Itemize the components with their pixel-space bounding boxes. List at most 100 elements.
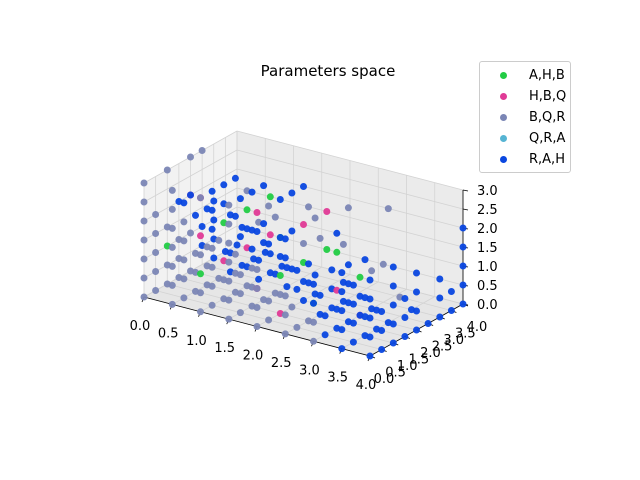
- point-r-a-h: [288, 227, 296, 235]
- point-b-q-r: [152, 249, 160, 256]
- point-r-a-h: [233, 241, 241, 249]
- point-r-a-h: [459, 224, 467, 232]
- point-r-a-h: [436, 294, 444, 302]
- point-h-b-q: [253, 209, 261, 216]
- point-r-a-h: [349, 300, 357, 308]
- point-b-q-r: [215, 236, 223, 244]
- point-r-a-h: [187, 191, 194, 199]
- point-r-a-h: [266, 250, 274, 258]
- point-a-h-b: [323, 246, 331, 253]
- grid-line: [236, 244, 464, 305]
- point-r-a-h: [389, 320, 397, 328]
- point-b-q-r: [140, 274, 148, 282]
- point-r-a-h: [401, 295, 409, 302]
- point-b-q-r: [197, 308, 204, 316]
- z-tick-label: 1.5: [477, 241, 498, 256]
- chart-title: Parameters space: [260, 62, 396, 80]
- point-r-a-h: [253, 228, 261, 235]
- point-r-a-h: [210, 254, 218, 262]
- z-tick-label: 1.0: [477, 260, 498, 275]
- point-r-a-h: [389, 282, 397, 290]
- point-r-a-h: [459, 300, 467, 308]
- point-r-a-h: [349, 319, 357, 327]
- point-r-a-h: [338, 326, 346, 334]
- point-r-a-h: [389, 301, 397, 309]
- point-r-a-h: [316, 291, 324, 299]
- legend-marker: [500, 93, 507, 100]
- point-r-a-h: [338, 307, 346, 315]
- point-r-a-h: [413, 307, 420, 315]
- point-b-q-r: [281, 330, 289, 338]
- point-b-q-r: [180, 294, 188, 302]
- point-b-q-r: [368, 267, 376, 275]
- point-r-a-h: [436, 313, 444, 321]
- point-r-a-h: [389, 263, 397, 271]
- point-r-a-h: [366, 352, 374, 360]
- point-b-q-r: [197, 289, 204, 297]
- legend-marker: [500, 156, 507, 163]
- point-r-a-h: [361, 256, 369, 264]
- point-b-q-r: [140, 217, 148, 225]
- point-h-b-q: [323, 208, 331, 215]
- point-b-q-r: [293, 323, 301, 331]
- point-a-h-b: [243, 206, 251, 214]
- point-b-q-r: [140, 236, 148, 244]
- point-r-a-h: [338, 345, 346, 353]
- point-b-q-r: [180, 218, 188, 226]
- point-r-a-h: [300, 297, 307, 304]
- point-b-q-r: [310, 318, 317, 326]
- point-b-q-r: [305, 203, 312, 211]
- point-b-q-r: [152, 268, 160, 275]
- point-r-a-h: [236, 233, 244, 241]
- point-b-q-r: [140, 198, 148, 206]
- point-r-a-h: [288, 189, 296, 197]
- point-r-a-h: [231, 174, 239, 182]
- legend-label: B,Q,R: [529, 110, 566, 125]
- point-b-q-r: [180, 275, 188, 283]
- legend-item-q-r-a: Q,R,A: [490, 128, 570, 149]
- point-b-q-r: [225, 201, 233, 209]
- point-r-a-h: [321, 312, 329, 320]
- point-b-q-r: [208, 301, 216, 309]
- point-b-q-r: [225, 315, 233, 323]
- point-r-a-h: [198, 223, 206, 230]
- y-tick-label: 3.0: [443, 333, 464, 348]
- point-b-q-r: [187, 153, 194, 161]
- point-b-q-r: [197, 251, 204, 259]
- data-points: [140, 147, 467, 360]
- point-r-a-h: [366, 333, 374, 341]
- point-r-a-h: [424, 320, 432, 327]
- point-b-q-r: [231, 250, 239, 258]
- z-tick-label: 0.0: [477, 298, 498, 313]
- point-r-a-h: [344, 261, 352, 269]
- x-tick-label: 0.0: [130, 319, 151, 334]
- point-r-a-h: [248, 188, 256, 196]
- point-r-a-h: [210, 216, 218, 224]
- x-tick-label: 1.0: [186, 334, 207, 349]
- point-r-a-h: [413, 326, 420, 334]
- point-b-q-r: [180, 256, 188, 264]
- point-a-h-b: [333, 248, 341, 256]
- z-tick: [462, 208, 469, 211]
- x-tick-label: 2.5: [271, 356, 292, 371]
- point-r-a-h: [436, 275, 444, 283]
- z-tick-label: 0.5: [477, 279, 498, 294]
- point-h-b-q: [300, 221, 307, 228]
- point-r-a-h: [260, 182, 268, 190]
- point-b-q-r: [310, 337, 317, 345]
- point-b-q-r: [208, 244, 216, 252]
- point-r-a-h: [413, 269, 420, 277]
- x-tick-label: 3.0: [299, 363, 320, 378]
- point-b-q-r: [152, 230, 160, 237]
- point-b-q-r: [236, 309, 244, 317]
- point-r-a-h: [293, 266, 301, 274]
- point-r-a-h: [349, 338, 357, 346]
- legend-item-h-b-q: H,B,Q: [490, 86, 570, 107]
- z-tick-label: 2.5: [477, 203, 498, 218]
- point-r-a-h: [378, 308, 386, 315]
- point-r-a-h: [281, 235, 289, 243]
- point-b-q-r: [225, 277, 233, 285]
- point-b-q-r: [236, 290, 244, 298]
- point-r-a-h: [293, 285, 301, 293]
